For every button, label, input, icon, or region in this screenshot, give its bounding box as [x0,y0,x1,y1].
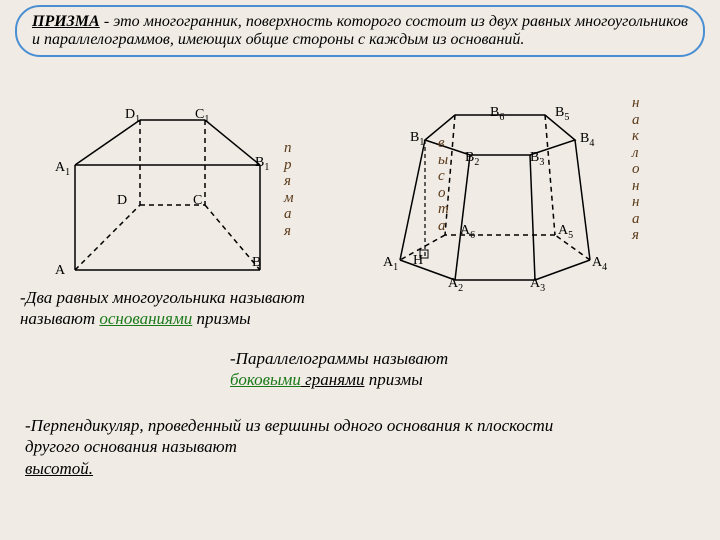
t1-pre: -Два равных многоугольника называют [20,288,305,307]
p1-C1: C1 [195,107,209,125]
p2-vert-text: высота [438,135,449,234]
definition-box: ПРИЗМА - это многогранник, поверхность к… [15,5,705,57]
p2-B3: B3 [530,150,544,168]
text-bases: -Два равных многоугольника называют назы… [20,287,360,330]
p1-B1: B1 [255,155,269,173]
p2-A1: A1 [383,255,398,273]
p2-H: H [413,253,423,269]
p2-B6: B6 [490,105,504,123]
p1-A: A [55,263,65,279]
p2-A5: A5 [558,223,573,241]
p1-B: B [252,255,261,271]
p2-B2: B2 [465,150,479,168]
t3-term: высотой. [25,459,93,478]
p1-vert-text: прямая [284,140,294,239]
p1-C: C [193,193,202,209]
p2-A4: A4 [592,255,607,273]
p2-A2: A2 [448,276,463,294]
t2-pre: -Параллелограммы называют [230,349,448,368]
prism1-svg [35,100,265,290]
p2-A3: A3 [530,276,545,294]
p1-A1: A1 [55,160,70,178]
definition-title: ПРИЗМА [32,13,100,30]
p2-B4: B4 [580,131,594,149]
diagram-area: A1 B1 C1 D1 A B C D прямая B1 B2 B3 B4 B… [0,95,720,295]
right-vert-text: наклонная [632,95,640,244]
t2-term: боковыми [230,370,301,389]
t1-term: основаниями [99,309,192,328]
p2-B1: B1 [410,130,424,148]
t2-post: призмы [364,370,422,389]
definition-body: - это многогранник, поверхность которого… [32,13,688,48]
prism2-svg [370,95,650,295]
text-height: -Перпендикуляр, проведенный из вершины о… [25,415,585,479]
t1-post: призмы [192,309,250,328]
t2-mid: гранями [301,370,365,389]
p2-A6: A6 [460,223,475,241]
t3-pre: -Перпендикуляр, проведенный из вершины о… [25,416,553,456]
text-lateral: -Параллелограммы называют боковыми граня… [230,348,650,391]
p1-D: D [117,193,127,209]
p1-D1: D1 [125,107,140,125]
p2-B5: B5 [555,105,569,123]
